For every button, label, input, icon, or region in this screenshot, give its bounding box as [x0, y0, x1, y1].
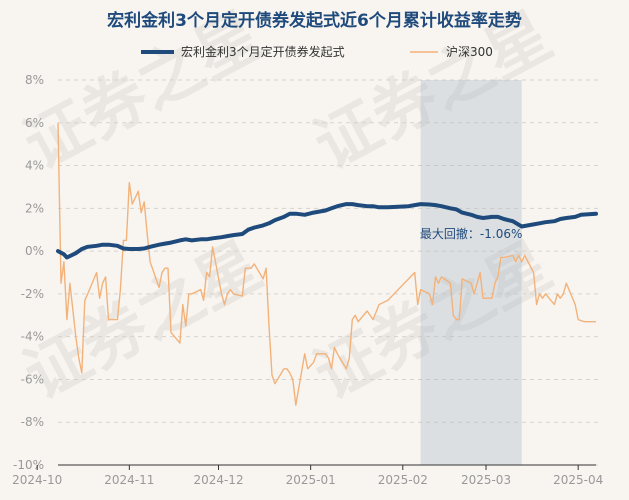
- chart-title: 宏利金利3个月定开债券发起式近6个月累计收益率走势: [107, 10, 522, 31]
- legend-label-fund: 宏利金利3个月定开债券发起式: [181, 44, 345, 59]
- x-tick-label: 2025-04: [553, 473, 603, 487]
- x-tick-label: 2025-02: [378, 473, 428, 487]
- x-tick-label: 2024-11: [104, 473, 154, 487]
- max-drawdown-label: 最大回撤：-1.06%: [420, 226, 522, 241]
- y-tick-label: 0%: [25, 244, 44, 258]
- x-axis-ticks: 2024-10 2024-11 2024-12 2025-01 2025-02 2025-…: [12, 464, 603, 487]
- x-tick-label: 2024-10: [12, 473, 62, 487]
- x-tick-label: 2025-03: [461, 473, 511, 487]
- y-tick-label: -4%: [21, 330, 44, 344]
- drawdown-shaded-region: [420, 80, 522, 465]
- y-tick-label: -10%: [13, 458, 44, 472]
- watermark-text: 证券之星: [13, 229, 274, 415]
- y-tick-label: 4%: [25, 159, 44, 173]
- y-tick-label: -2%: [21, 287, 44, 301]
- legend-label-csi300: 沪深300: [446, 45, 493, 59]
- y-tick-label: 2%: [25, 201, 44, 215]
- y-tick-label: 6%: [25, 116, 44, 130]
- legend: 宏利金利3个月定开债券发起式 沪深300: [141, 44, 493, 59]
- series-line-csi300: [57, 122, 596, 406]
- y-axis-ticks: 8% 6% 4% 2% 0% -2% -4% -6% -8% -10%: [13, 73, 44, 472]
- x-tick-label: 2025-01: [286, 473, 336, 487]
- x-tick-label: 2024-12: [193, 473, 243, 487]
- series-line-fund: [56, 202, 598, 260]
- y-tick-label: 8%: [25, 73, 44, 87]
- y-tick-label: -6%: [21, 372, 44, 386]
- y-tick-label: -8%: [21, 415, 44, 429]
